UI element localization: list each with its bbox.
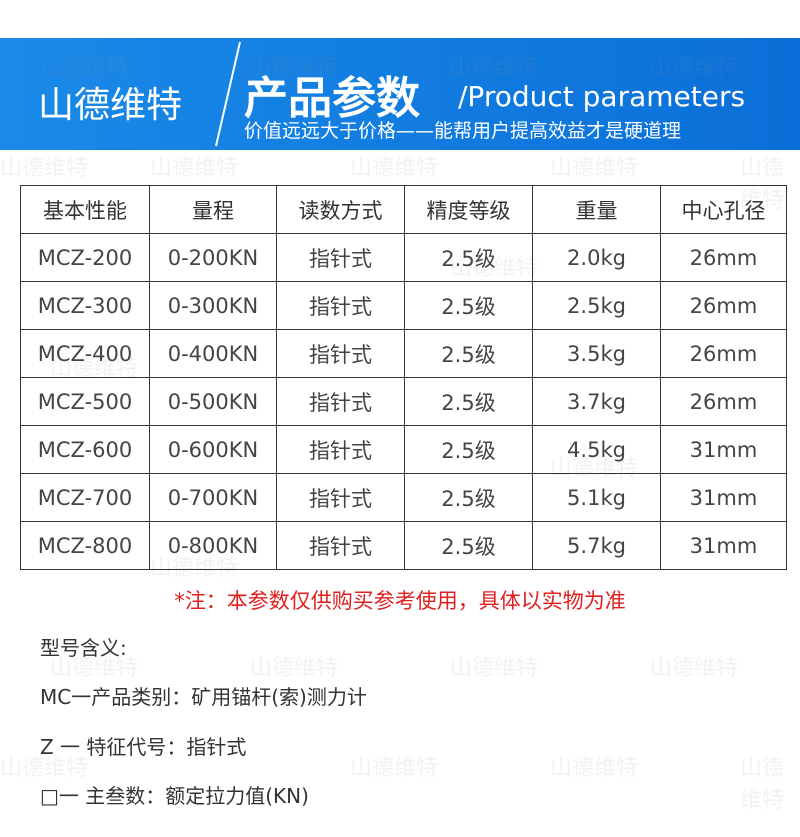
watermark: 山德维特 (0, 156, 89, 181)
separator (215, 41, 241, 147)
cell: 指针式 (276, 521, 405, 570)
watermark: 山德维特 (650, 656, 739, 681)
cell: 2.5级 (404, 233, 533, 282)
column-header: 读数方式 (276, 185, 405, 234)
cell: MCZ-400 (20, 329, 150, 378)
subtitle: 价值远远大于价格——能帮用户提高效益才是硬道理 (244, 120, 682, 142)
cell: 0-300KN (149, 281, 277, 330)
cell: MCZ-300 (20, 281, 150, 330)
cell: MCZ-600 (20, 425, 150, 474)
legend-line: MC一产品类别：矿用锚杆(索)测力计 (40, 685, 367, 709)
cell: 2.0kg (532, 233, 661, 282)
watermark: 山德维特 (550, 756, 639, 781)
watermark: 山德维特 (50, 656, 139, 681)
cell: 指针式 (276, 377, 405, 426)
cell: 指针式 (276, 425, 405, 474)
cell: 3.5kg (532, 329, 661, 378)
watermark: 山德维特 (40, 56, 129, 81)
row: MCZ-400 0-400KN 指针式 2.5级 3.5kg 26mm (20, 329, 787, 378)
legend-line: Z 一 特征代号：指针式 (40, 735, 247, 759)
cell: 3.7kg (532, 377, 661, 426)
column-header: 基本性能 (20, 185, 150, 234)
cell: 指针式 (276, 233, 405, 282)
cell: 2.5kg (532, 281, 661, 330)
cell: MCZ-800 (20, 521, 150, 570)
cell: 2.5级 (404, 521, 533, 570)
column-header: 重量 (532, 185, 661, 234)
cell: 0-500KN (149, 377, 277, 426)
cell: 0-200KN (149, 233, 277, 282)
cell: 2.5级 (404, 329, 533, 378)
row: MCZ-200 0-200KN 指针式 2.5级 2.0kg 26mm (20, 233, 787, 282)
cell: MCZ-500 (20, 377, 150, 426)
cell: 31mm (660, 425, 787, 474)
row: MCZ-700 0-700KN 指针式 2.5级 5.1kg 31mm (20, 473, 787, 522)
note: *注：本参数仅供购买参考使用，具体以实物为准 (174, 589, 626, 613)
watermark: 山德维特 (150, 156, 239, 181)
cell: 2.5级 (404, 281, 533, 330)
cell: 26mm (660, 281, 787, 330)
watermark: 山德维特 (350, 756, 439, 781)
watermark: 山德维特 (250, 56, 339, 81)
cell: 0-800KN (149, 521, 277, 570)
cell: 2.5级 (404, 473, 533, 522)
row: MCZ-500 0-500KN 指针式 2.5级 3.7kg 26mm (20, 377, 787, 426)
watermark: 山德维特 (250, 656, 339, 681)
watermark: 山德维特 (650, 56, 739, 81)
header-row: 基本性能 量程 读数方式 精度等级 重量 中心孔径 (20, 185, 787, 234)
watermark: 山德维特 (350, 156, 439, 181)
row: MCZ-600 0-600KN 指针式 2.5级 4.5kg 31mm (20, 425, 787, 474)
cell: MCZ-200 (20, 233, 150, 282)
cell: 26mm (660, 377, 787, 426)
cell: 指针式 (276, 473, 405, 522)
watermark: 山德维特 (550, 156, 639, 181)
cell: 26mm (660, 233, 787, 282)
cell: 0-700KN (149, 473, 277, 522)
cell: 5.1kg (532, 473, 661, 522)
row: MCZ-800 0-800KN 指针式 2.5级 5.7kg 31mm (20, 521, 787, 570)
cell: 4.5kg (532, 425, 661, 474)
cell: 0-400KN (149, 329, 277, 378)
spec-table: 基本性能 量程 读数方式 精度等级 重量 中心孔径 MCZ-200 0-200KN 指针式 2.5… (20, 185, 787, 570)
cell: 指针式 (276, 281, 405, 330)
cell: 2.5级 (404, 377, 533, 426)
brand: 山德维特 (38, 85, 183, 126)
title-en: /Product parameters (458, 80, 746, 113)
watermark: 山德维特 (450, 656, 539, 681)
watermark: 山德维特 (450, 56, 539, 81)
cell: 31mm (660, 473, 787, 522)
watermark: 山德维特 (0, 756, 89, 781)
legend-title: 型号含义: (40, 636, 127, 660)
cell: 2.5级 (404, 425, 533, 474)
cell: 0-600KN (149, 425, 277, 474)
column-header: 量程 (149, 185, 277, 234)
column-header: 精度等级 (404, 185, 533, 234)
cell: 26mm (660, 329, 787, 378)
row: MCZ-300 0-300KN 指针式 2.5级 2.5kg 26mm (20, 281, 787, 330)
cell: 31mm (660, 521, 787, 570)
column-header: 中心孔径 (660, 185, 787, 234)
title: 产品参数 (244, 73, 420, 124)
legend-line: □一 主叁数：额定拉力值(KN) (40, 784, 309, 808)
header-band (0, 38, 800, 150)
cell: 指针式 (276, 329, 405, 378)
cell: MCZ-700 (20, 473, 150, 522)
cell: 5.7kg (532, 521, 661, 570)
watermark: 山德维特 (740, 756, 785, 813)
